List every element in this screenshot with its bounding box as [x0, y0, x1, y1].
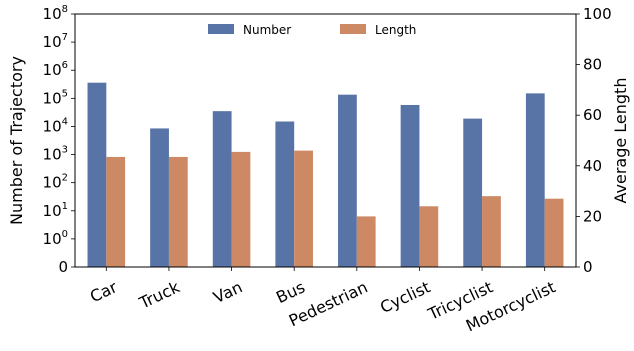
plot-frame [74, 13, 577, 268]
y-tick-exp: 6 [62, 60, 68, 71]
y-tick-exp: 7 [62, 32, 68, 43]
y-tick-label: 102 [43, 173, 68, 192]
y-tick-base: 10 [43, 146, 62, 164]
bar-length-tricyclist [482, 196, 501, 267]
bar-number-motorcyclist [525, 93, 545, 267]
x-tick-label-van: Van [210, 277, 245, 307]
bars-layer [87, 82, 564, 267]
y-tick-exp: 1 [62, 201, 68, 212]
y-tick-base: 10 [43, 117, 62, 135]
y-tick-label: 107 [43, 32, 68, 51]
bar-length-bus [294, 150, 313, 267]
bar-number-pedestrian [338, 94, 357, 267]
x-tick-label-cyclist: Cyclist [377, 277, 433, 317]
y-tick-label: 105 [43, 88, 68, 107]
y-tick-label: 101 [43, 201, 68, 220]
bar-length-cyclist [419, 206, 439, 267]
y2-tick-label: 40 [583, 157, 602, 175]
y2-tick-label: 60 [583, 106, 602, 124]
y-tick-label: 100 [43, 229, 68, 248]
y-tick-label: 103 [43, 145, 68, 164]
y2-tick-label: 100 [583, 5, 612, 23]
y2-tick-label: 0 [583, 258, 593, 276]
y-tick-label: 106 [43, 60, 68, 79]
bar-length-truck [168, 156, 188, 267]
bar-number-truck [150, 128, 169, 267]
y-tick-exp: 4 [62, 116, 68, 127]
bar-number-van [212, 111, 232, 267]
x-tick-label-bus: Bus [273, 277, 308, 307]
legend-swatch-number [208, 24, 234, 34]
legend-label-number: Number [243, 23, 291, 37]
y-tick-label: 0 [58, 258, 68, 276]
y-tick-exp: 0 [62, 229, 68, 240]
y-tick-exp: 2 [62, 173, 68, 184]
y2-tick-label: 20 [583, 207, 602, 225]
y-tick-base: 10 [43, 5, 62, 23]
bar-number-tricyclist [463, 118, 483, 267]
bar-length-van [231, 151, 251, 267]
y-tick-base: 10 [43, 230, 62, 248]
bar-number-bus [275, 121, 295, 267]
bar-length-pedestrian [356, 216, 376, 267]
y-tick-label: 108 [43, 4, 68, 23]
y-axis-title: Number of Trajectory [7, 56, 26, 225]
legend: Number Length [208, 23, 416, 37]
y-tick-base: 0 [58, 258, 68, 276]
bar-length-motorcyclist [544, 198, 564, 267]
legend-label-length: Length [375, 23, 416, 37]
bar-number-cyclist [400, 104, 420, 267]
y2-axis-title: Average Length [611, 78, 630, 204]
legend-swatch-length [340, 24, 366, 34]
y-tick-exp: 8 [62, 4, 68, 15]
y-tick-label: 104 [43, 116, 68, 135]
y2-tick-label: 80 [583, 56, 602, 74]
y-tick-exp: 5 [62, 88, 68, 99]
y-tick-exp: 3 [62, 145, 68, 156]
bar-length-car [106, 156, 126, 267]
y-tick-base: 10 [43, 202, 62, 220]
x-tick-label-car: Car [87, 277, 120, 306]
y-tick-base: 10 [43, 61, 62, 79]
y-tick-base: 10 [43, 89, 62, 107]
y-tick-base: 10 [43, 33, 62, 51]
y-tick-base: 10 [43, 174, 62, 192]
x-tick-label-truck: Truck [135, 277, 183, 313]
bar-number-car [87, 82, 107, 267]
